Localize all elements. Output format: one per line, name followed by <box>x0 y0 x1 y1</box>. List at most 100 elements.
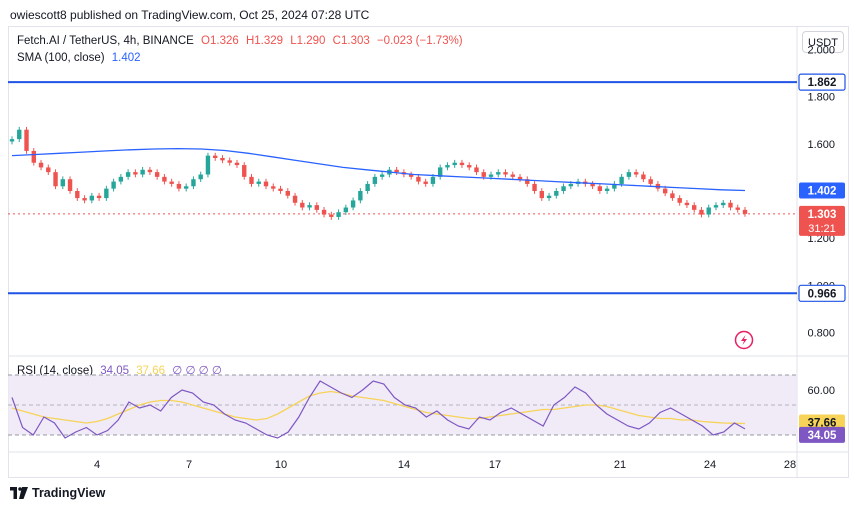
candle-body <box>394 169 399 173</box>
line-high-label-bg <box>799 74 845 91</box>
sma-price-label: 1.402 <box>808 186 837 198</box>
candle-body <box>82 198 87 201</box>
rsi-label[interactable]: RSI (14, close) <box>17 365 94 377</box>
rsi-ma-line <box>11 390 746 425</box>
candle-body <box>358 191 363 201</box>
candle-body <box>641 174 646 180</box>
time-tick-label: 17 <box>489 459 501 471</box>
candle-body <box>38 162 44 168</box>
candle-body <box>343 207 349 213</box>
price-tick-label: 0.800 <box>807 327 835 339</box>
lightning-icon[interactable] <box>734 330 754 350</box>
candle-body <box>336 212 341 217</box>
candle-body <box>742 209 748 214</box>
currency-button[interactable]: USDT <box>802 31 844 53</box>
candle-body <box>619 176 624 184</box>
time-axis: 4 7 10 14 17 21 24 28 <box>94 459 796 471</box>
price-labels: 1.862 1.402 1.303 31:21 0.966 <box>798 73 846 302</box>
candle-body <box>227 160 232 163</box>
open-value: O1.326 <box>201 35 239 47</box>
candle-body <box>372 176 378 184</box>
chart-frame <box>8 26 849 478</box>
candle-body <box>46 167 51 173</box>
line-label-outline <box>798 284 846 302</box>
candle-body <box>517 176 523 180</box>
candle-body <box>183 186 189 189</box>
horizontal-lines[interactable] <box>8 81 797 295</box>
candle-body <box>278 188 283 191</box>
close-value: C1.303 <box>332 35 370 47</box>
price-legend: Fetch.AI / TetherUS, 4h, BINANCE O1.326 … <box>17 35 467 47</box>
time-tick-label: 28 <box>784 459 796 471</box>
candle-body <box>176 183 182 189</box>
candle-body <box>510 174 515 177</box>
candle-body <box>633 172 639 175</box>
rsi-tick-label: 60.00 <box>807 385 835 397</box>
candle-body <box>53 172 58 187</box>
candle-body <box>612 183 617 189</box>
candle-body <box>416 176 421 182</box>
line-low-label: 0.966 <box>808 288 837 300</box>
candle-body <box>408 174 414 177</box>
candle-body <box>321 209 327 215</box>
candle-body <box>554 191 559 196</box>
candle-body <box>60 179 66 187</box>
last-price-label: 1.303 <box>808 209 837 221</box>
candle-body <box>496 172 501 175</box>
candle-body <box>626 172 632 177</box>
candle-body <box>546 195 552 199</box>
candle-body <box>539 191 544 199</box>
candle-body <box>169 181 174 184</box>
candle-body <box>263 181 269 187</box>
time-tick-label: 10 <box>275 459 287 471</box>
candles <box>9 126 748 220</box>
candle-body <box>104 188 109 199</box>
time-tick-label: 14 <box>398 459 410 471</box>
candle-body <box>459 162 465 166</box>
time-tick-label: 24 <box>704 459 716 471</box>
time-tick-label: 21 <box>614 459 626 471</box>
low-value: L1.290 <box>290 35 326 47</box>
candle-body <box>568 183 574 187</box>
candle-body <box>96 195 102 199</box>
candle-body <box>481 172 486 177</box>
candle-body <box>721 202 726 206</box>
line-high-label: 1.862 <box>808 77 837 89</box>
candle-body <box>220 158 225 161</box>
price-tick-label: 1.800 <box>807 92 835 104</box>
candle-body <box>162 176 167 182</box>
last-price-label-countdown: 31:21 <box>808 223 836 235</box>
footer-brand: TradingView <box>32 486 106 500</box>
rsi-ma-label: 37.66 <box>808 418 837 430</box>
rsi-line <box>11 380 746 439</box>
symbol-label[interactable]: Fetch.AI / TetherUS, 4h, BINANCE <box>17 35 194 47</box>
candle-body <box>147 169 153 173</box>
candle-body <box>525 179 530 184</box>
price-tick-label: 1.600 <box>807 139 835 151</box>
rsi-ma-label-bg <box>799 414 845 431</box>
candle-body <box>24 129 29 151</box>
candle-body <box>677 198 682 203</box>
sma-price-label-bg <box>799 182 845 199</box>
candle-body <box>75 191 80 199</box>
candle-body <box>125 172 131 177</box>
candle-body <box>670 193 675 199</box>
candle-body <box>154 172 160 177</box>
sma-label[interactable]: SMA (100, close) <box>17 52 105 64</box>
candle-body <box>292 195 298 203</box>
candle-body <box>205 155 211 175</box>
candle-body <box>198 174 203 180</box>
candle-body <box>365 183 370 191</box>
tradingview-footer[interactable]: TradingView <box>10 486 105 500</box>
candle-body <box>9 139 15 142</box>
last-price-label-bg <box>799 205 845 236</box>
candle-body <box>648 179 653 184</box>
rsi-value-label: 34.05 <box>808 430 837 442</box>
candle-body <box>285 191 290 196</box>
candle-body <box>213 155 218 158</box>
candle-body <box>234 162 240 166</box>
candle-body <box>133 172 138 175</box>
change-value: −0.023 (−1.73%) <box>376 35 463 47</box>
